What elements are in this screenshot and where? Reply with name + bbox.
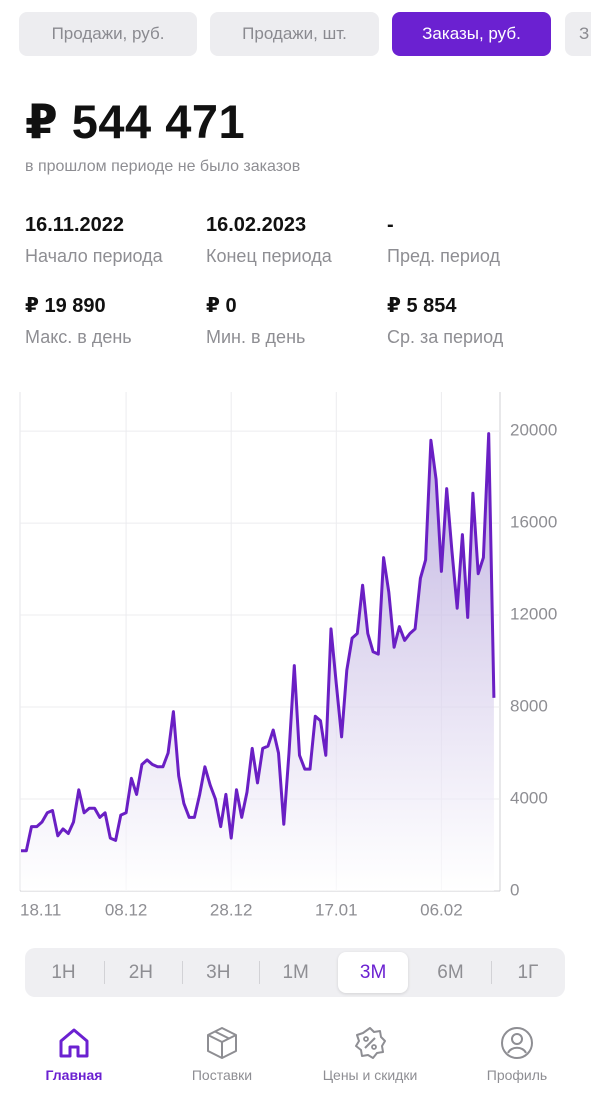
range-button[interactable]: 1Г	[517, 962, 539, 983]
y-tick-label: 4000	[510, 789, 548, 808]
tab[interactable]: Заказы, руб.	[392, 12, 551, 56]
profile-icon	[501, 1027, 533, 1059]
tab[interactable]: Продажи, шт.	[210, 12, 379, 56]
nav-item[interactable]: Цены и скидки	[300, 1025, 440, 1083]
total-amount: ₽ 544 471	[25, 95, 246, 148]
separator	[491, 961, 493, 984]
stat-value: 16.11.2022	[25, 214, 124, 236]
y-tick-label: 16000	[510, 513, 557, 532]
stat: 16.02.2023 Конец периода	[206, 214, 386, 267]
nav-label: Главная	[45, 1067, 103, 1083]
comparison-note: в прошлом периоде не было заказов	[25, 158, 301, 175]
area	[21, 433, 494, 891]
range-button[interactable]: 6М	[437, 962, 464, 983]
y-tick-label: 20000	[510, 421, 557, 440]
range-button[interactable]: 3Н	[206, 962, 231, 983]
x-tick-label: 18.11	[20, 900, 61, 919]
range-button[interactable]: 1Н	[51, 962, 76, 983]
stat-value: ₽ 19 890	[25, 295, 106, 317]
range-button[interactable]: 1М	[282, 962, 309, 983]
separator	[104, 961, 106, 984]
separator	[181, 961, 183, 984]
stat-value: -	[387, 214, 394, 236]
nav-item[interactable]: Поставки	[152, 1025, 292, 1083]
stat-label: Конец периода	[206, 246, 332, 266]
stat: 16.11.2022 Начало периода	[25, 214, 205, 267]
tab[interactable]: Продажи, руб.	[19, 12, 197, 56]
tab[interactable]: З	[565, 12, 591, 56]
y-tick-label: 0	[510, 880, 519, 899]
stat-value: 16.02.2023	[206, 214, 307, 236]
nav-label: Профиль	[486, 1067, 548, 1083]
separator	[259, 961, 261, 984]
stat: - Пред. период	[387, 214, 567, 267]
x-tick-label: 08.12	[105, 900, 148, 919]
y-tick-label: 8000	[510, 697, 548, 716]
x-tick-label: 06.02	[420, 900, 463, 919]
home-icon	[59, 1028, 89, 1058]
nav-item[interactable]: Главная	[4, 1025, 144, 1083]
chart: 0 4000 8000 12000 16000 20000 18.11 08.12 28.12 1…	[19, 392, 557, 919]
discount-icon	[355, 1027, 386, 1059]
y-tick-label: 12000	[510, 605, 557, 624]
range-button[interactable]: 2Н	[128, 962, 154, 983]
line	[21, 432, 496, 853]
stat: ₽ 5 854 Ср. за период	[387, 293, 567, 348]
stat-label: Мин. в день	[206, 327, 306, 347]
nav-label: Поставки	[191, 1067, 253, 1083]
stat: ₽ 0 Мин. в день	[206, 293, 386, 348]
tab-bar: Продажи, руб. Продажи, шт. Заказы, руб. …	[0, 12, 591, 56]
stat-value: ₽ 5 854	[387, 295, 457, 317]
nav-label: Цены и скидки	[322, 1067, 418, 1083]
x-tick-label: 28.12	[210, 900, 253, 919]
stat-label: Начало периода	[25, 246, 163, 266]
box-icon	[207, 1027, 237, 1059]
range-button[interactable]: 3М	[338, 952, 409, 993]
nav-item[interactable]: Профиль	[447, 1025, 587, 1083]
stat-label: Ср. за период	[387, 327, 504, 347]
stat-label: Пред. период	[387, 246, 501, 266]
x-tick-label: 17.01	[315, 900, 358, 919]
stat-label: Макс. в день	[25, 327, 132, 347]
stat: ₽ 19 890 Макс. в день	[25, 293, 205, 348]
range-selector: 1Н 2Н 3Н 1М 3М 6М 1Г	[25, 948, 565, 997]
stat-value: ₽ 0	[206, 295, 237, 317]
